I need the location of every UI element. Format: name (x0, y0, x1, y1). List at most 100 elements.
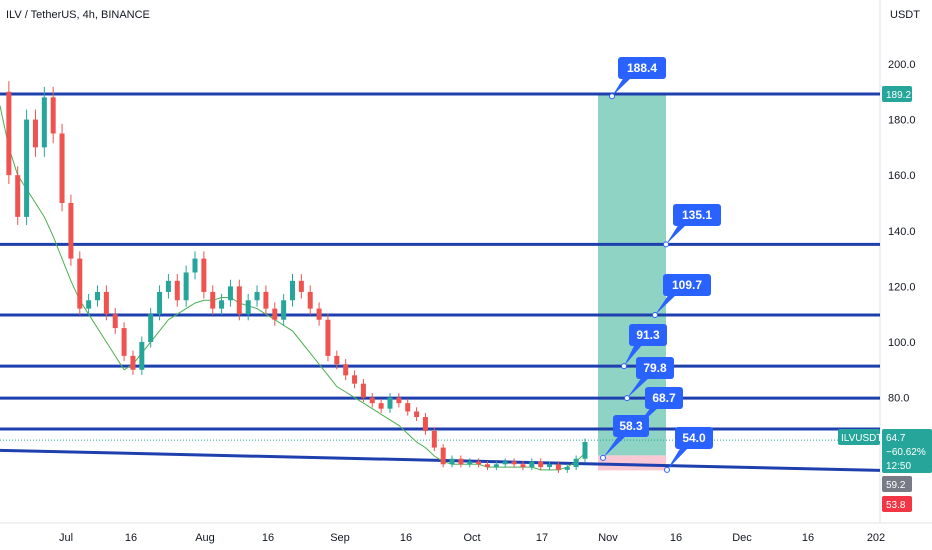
candle-body (192, 258, 198, 273)
stop-price-tag-text: 53.8 (886, 500, 906, 511)
x-tick-label: Jul (59, 532, 73, 544)
y-tick-label: 80.0 (888, 393, 909, 405)
callout-label: 68.7 (652, 391, 676, 405)
callout-box (636, 357, 674, 379)
stop-zone[interactable] (598, 455, 666, 471)
candle-body (6, 91, 12, 176)
candle-body (582, 442, 588, 459)
callout-anchor (663, 241, 669, 248)
callout-box (618, 57, 666, 79)
candle-body (157, 291, 163, 315)
candle-body (334, 355, 340, 365)
callout-anchor (624, 395, 630, 402)
y-axis-currency: USDT (890, 9, 920, 21)
candle-body (103, 291, 109, 315)
price-callouts[interactable]: 188.4 135.1 109.7 91.3 79.8 68.7 58.3 54.0 (600, 57, 722, 473)
bar-countdown-text: 12:50 (886, 461, 911, 472)
entry-price-tag (882, 476, 912, 492)
callout-box (663, 274, 711, 296)
price-callout[interactable]: 79.8 (624, 357, 675, 402)
candle-body (511, 461, 517, 465)
x-axis[interactable]: Jul 16 Aug 16 Sep 16 Oct 17 Nov 16 Dec 16 202 (59, 532, 885, 544)
candle-body (307, 291, 313, 309)
candle-body (298, 280, 304, 292)
y-tick-label: 100.0 (888, 337, 916, 349)
candle-body (538, 461, 544, 468)
candle-body (440, 447, 446, 465)
candle-body (86, 300, 92, 309)
candles (6, 81, 588, 473)
callout-box (629, 324, 667, 346)
x-tick-label: 16 (262, 532, 274, 544)
callout-pointer (655, 294, 677, 316)
candle-body (360, 383, 366, 398)
y-tick-label: 140.0 (888, 226, 916, 238)
candle-body (555, 464, 561, 470)
candle-body (32, 119, 38, 148)
candle-body (139, 341, 145, 370)
candle-body (467, 461, 473, 465)
price-change-text: −60.62% (886, 447, 926, 458)
price-callout[interactable]: 54.0 (664, 427, 714, 473)
candle-body (245, 300, 251, 315)
x-tick-label: 202 (867, 532, 885, 544)
candle-body (183, 272, 189, 301)
price-callout[interactable]: 91.3 (621, 324, 668, 370)
candle-body (24, 119, 30, 217)
candle-body (210, 291, 216, 309)
candle-body (476, 461, 482, 465)
x-tick-label: Sep (330, 532, 350, 544)
candle-body (272, 308, 278, 320)
x-tick-label: 17 (536, 532, 548, 544)
price-callout[interactable]: 109.7 (652, 274, 712, 319)
candle-body (95, 291, 100, 301)
candle-body (547, 464, 553, 468)
price-tags: 189.2 ILVUSDT 64.7 −60.62% 12:50 59.2 53… (838, 86, 932, 512)
candle-body (201, 258, 207, 292)
candle-body (77, 258, 83, 309)
y-tick-label: 180.0 (888, 115, 916, 127)
callout-box (613, 415, 649, 437)
callout-label: 79.8 (643, 361, 667, 375)
callout-pointer (603, 435, 627, 458)
callout-label: 58.3 (619, 419, 643, 433)
price-callout[interactable]: 58.3 (600, 415, 650, 461)
x-tick-label: Oct (463, 532, 480, 544)
candle-body (281, 300, 287, 320)
price-callout[interactable]: 188.4 (609, 57, 667, 100)
candle-body (502, 461, 508, 465)
x-tick-label: Nov (598, 532, 618, 544)
callout-anchor (652, 312, 658, 319)
callout-anchor (600, 454, 606, 461)
support-trendline[interactable] (0, 448, 881, 472)
callout-label: 54.0 (682, 431, 706, 445)
candle-body (236, 286, 242, 315)
y-tick-label: 120.0 (888, 281, 916, 293)
horizontal-levels[interactable] (0, 92, 880, 431)
y-axis[interactable]: USDT 200.0 180.0 160.0 140.0 120.0 100.0 80.0 (888, 9, 920, 405)
candle-body (130, 355, 136, 370)
level-price-tag-text: 189.2 (886, 90, 911, 101)
candle-body (458, 458, 464, 465)
callout-pointer (624, 344, 643, 367)
candle-body (485, 464, 490, 468)
callout-label: 188.4 (627, 61, 657, 75)
candle-body (121, 328, 127, 356)
candle-body (254, 291, 260, 301)
candle-body (369, 397, 375, 404)
price-callout[interactable]: 135.1 (663, 204, 722, 248)
level-price-tag (882, 86, 912, 102)
x-tick-label: Dec (732, 532, 752, 544)
candle-body (219, 300, 225, 309)
candle-body (290, 280, 295, 301)
candle-body (405, 403, 411, 412)
candle-body (529, 461, 535, 468)
last-price-tag (882, 429, 932, 473)
candle-body (263, 291, 269, 309)
candle-body (431, 430, 437, 448)
callout-label: 109.7 (672, 278, 702, 292)
callout-pointer (627, 377, 650, 399)
symbol-tag (838, 429, 880, 445)
candle-body (520, 464, 526, 468)
